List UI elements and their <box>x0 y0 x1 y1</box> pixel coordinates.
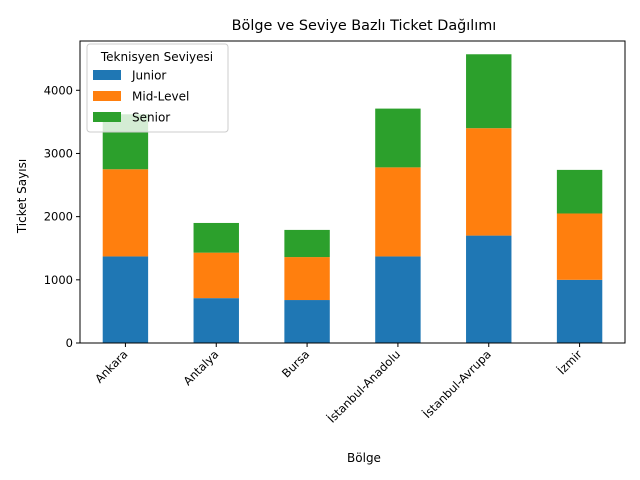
legend: Teknisyen Seviyesi Junior Mid-Level Senior <box>86 43 229 133</box>
y-tick-label: 0 <box>66 336 73 350</box>
x-tick-label: Ankara <box>92 347 130 385</box>
x-axis: Ankara Antalya Bursa İstanbul-Anadolu İstanb… <box>92 343 585 426</box>
bar-junior-3 <box>375 256 421 343</box>
legend-label-mid-level: Mid-Level <box>132 90 189 104</box>
legend-swatch-mid-level <box>93 91 121 101</box>
bar-mid-level-4 <box>466 128 512 236</box>
bars-group <box>102 54 603 343</box>
bar-junior-5 <box>556 279 603 343</box>
bar-junior-2 <box>284 300 330 343</box>
x-tick-label: Antalya <box>181 347 222 388</box>
bar-mid-level-3 <box>375 167 421 257</box>
y-tick-label: 3000 <box>44 146 73 160</box>
bar-junior-0 <box>102 256 149 343</box>
plot-frame <box>79 40 626 344</box>
bar-senior-1 <box>193 222 239 253</box>
x-tick-label: İstanbul-Anadolu <box>324 347 403 426</box>
bar-junior-4 <box>466 235 512 343</box>
bar-senior-5 <box>556 169 603 214</box>
bar-junior-1 <box>193 298 239 343</box>
legend-box <box>86 43 229 133</box>
x-tick-label: İzmir <box>554 346 585 377</box>
legend-swatch-junior <box>93 70 121 80</box>
y-axis-label: Ticket Sayısı <box>15 159 29 234</box>
y-tick-label: 4000 <box>44 83 73 97</box>
legend-items: Junior Mid-Level Senior <box>93 69 189 125</box>
x-tick-label: İstanbul-Avrupa <box>419 347 493 421</box>
legend-label-junior: Junior <box>131 69 166 83</box>
bar-mid-level-1 <box>193 252 239 299</box>
x-tick-label: Bursa <box>279 347 312 380</box>
bar-senior-4 <box>466 54 512 129</box>
y-tick-label: 1000 <box>44 273 73 287</box>
bar-senior-3 <box>375 108 421 168</box>
bar-senior-2 <box>284 229 330 258</box>
legend-swatch-senior <box>93 112 121 122</box>
chart-title: Bölge ve Seviye Bazlı Ticket Dağılımı <box>232 18 497 34</box>
legend-label-senior: Senior <box>132 111 170 125</box>
bar-mid-level-2 <box>284 257 330 301</box>
y-axis: 0 1000 2000 3000 4000 <box>44 83 80 350</box>
bar-mid-level-5 <box>556 213 603 280</box>
legend-title: Teknisyen Seviyesi <box>100 50 213 64</box>
bar-mid-level-0 <box>102 169 149 257</box>
y-tick-label: 2000 <box>44 210 73 224</box>
x-axis-label: Bölge <box>347 451 381 465</box>
